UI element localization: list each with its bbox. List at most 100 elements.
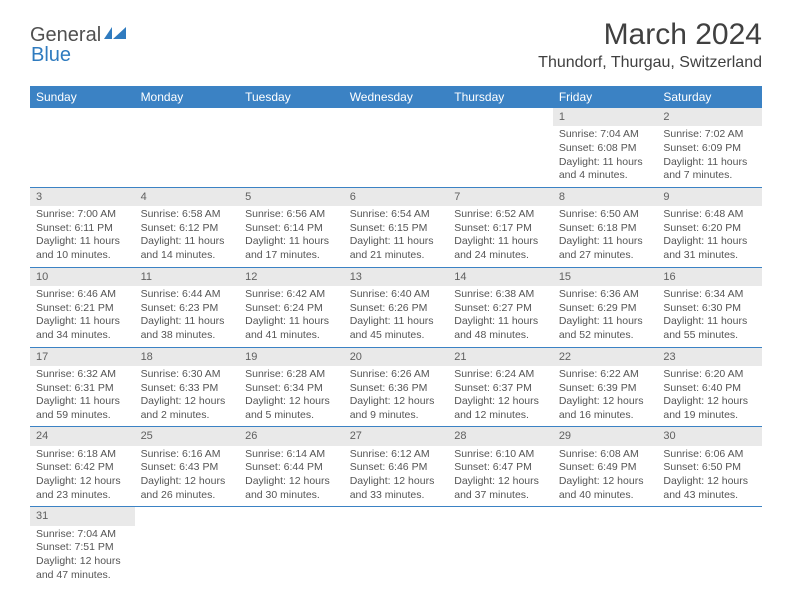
day-number-cell: 24 — [30, 427, 135, 446]
sunset-line: Sunset: 7:51 PM — [36, 541, 129, 555]
day-number-cell: 18 — [135, 347, 240, 366]
day-data-cell: Sunrise: 6:32 AMSunset: 6:31 PMDaylight:… — [30, 366, 135, 427]
day-header: Wednesday — [344, 86, 449, 108]
day-data-cell — [135, 126, 240, 187]
day-header: Monday — [135, 86, 240, 108]
day-header: Thursday — [448, 86, 553, 108]
daylight-line: Daylight: 12 hours and 9 minutes. — [350, 395, 443, 422]
day-number-row: 3456789 — [30, 187, 762, 206]
day-number-cell — [553, 507, 658, 526]
day-number-cell — [344, 507, 449, 526]
sunrise-line: Sunrise: 6:16 AM — [141, 448, 234, 462]
daylight-line: Daylight: 12 hours and 23 minutes. — [36, 475, 129, 502]
day-data-cell: Sunrise: 6:52 AMSunset: 6:17 PMDaylight:… — [448, 206, 553, 267]
sunset-line: Sunset: 6:08 PM — [559, 142, 652, 156]
day-data-cell: Sunrise: 7:02 AMSunset: 6:09 PMDaylight:… — [657, 126, 762, 187]
day-data-row: Sunrise: 7:00 AMSunset: 6:11 PMDaylight:… — [30, 206, 762, 267]
day-data-row: Sunrise: 7:04 AMSunset: 6:08 PMDaylight:… — [30, 126, 762, 187]
day-number-cell — [239, 507, 344, 526]
daylight-line: Daylight: 11 hours and 17 minutes. — [245, 235, 338, 262]
sunrise-line: Sunrise: 7:04 AM — [559, 128, 652, 142]
day-number-row: 12 — [30, 108, 762, 126]
day-number-cell: 20 — [344, 347, 449, 366]
sunrise-line: Sunrise: 6:42 AM — [245, 288, 338, 302]
day-data-cell: Sunrise: 6:30 AMSunset: 6:33 PMDaylight:… — [135, 366, 240, 427]
location: Thundorf, Thurgau, Switzerland — [538, 54, 762, 72]
daylight-line: Daylight: 11 hours and 34 minutes. — [36, 315, 129, 342]
day-data-row: Sunrise: 7:04 AMSunset: 7:51 PMDaylight:… — [30, 526, 762, 587]
sunrise-line: Sunrise: 6:20 AM — [663, 368, 756, 382]
daylight-line: Daylight: 12 hours and 33 minutes. — [350, 475, 443, 502]
sunrise-line: Sunrise: 6:10 AM — [454, 448, 547, 462]
day-data-cell: Sunrise: 6:28 AMSunset: 6:34 PMDaylight:… — [239, 366, 344, 427]
sunset-line: Sunset: 6:44 PM — [245, 461, 338, 475]
daylight-line: Daylight: 11 hours and 14 minutes. — [141, 235, 234, 262]
day-number-cell — [448, 507, 553, 526]
day-data-cell — [448, 526, 553, 587]
day-data-cell: Sunrise: 6:08 AMSunset: 6:49 PMDaylight:… — [553, 446, 658, 507]
day-number-cell: 23 — [657, 347, 762, 366]
daylight-line: Daylight: 11 hours and 41 minutes. — [245, 315, 338, 342]
day-number-cell: 19 — [239, 347, 344, 366]
title-block: March 2024 Thundorf, Thurgau, Switzerlan… — [538, 18, 762, 72]
sunset-line: Sunset: 6:11 PM — [36, 222, 129, 236]
day-number-cell: 3 — [30, 187, 135, 206]
sunrise-line: Sunrise: 6:52 AM — [454, 208, 547, 222]
sunrise-line: Sunrise: 6:26 AM — [350, 368, 443, 382]
daylight-line: Daylight: 11 hours and 7 minutes. — [663, 156, 756, 183]
day-data-row: Sunrise: 6:32 AMSunset: 6:31 PMDaylight:… — [30, 366, 762, 427]
sunset-line: Sunset: 6:21 PM — [36, 302, 129, 316]
sunset-line: Sunset: 6:18 PM — [559, 222, 652, 236]
day-data-cell: Sunrise: 6:34 AMSunset: 6:30 PMDaylight:… — [657, 286, 762, 347]
sunset-line: Sunset: 6:33 PM — [141, 382, 234, 396]
sunset-line: Sunset: 6:49 PM — [559, 461, 652, 475]
day-number-cell: 10 — [30, 267, 135, 286]
sunset-line: Sunset: 6:15 PM — [350, 222, 443, 236]
day-data-cell — [30, 126, 135, 187]
day-number-cell: 28 — [448, 427, 553, 446]
day-header: Friday — [553, 86, 658, 108]
daylight-line: Daylight: 12 hours and 12 minutes. — [454, 395, 547, 422]
sunrise-line: Sunrise: 6:18 AM — [36, 448, 129, 462]
sunrise-line: Sunrise: 6:44 AM — [141, 288, 234, 302]
sunrise-line: Sunrise: 6:46 AM — [36, 288, 129, 302]
sunrise-line: Sunrise: 6:06 AM — [663, 448, 756, 462]
daylight-line: Daylight: 11 hours and 31 minutes. — [663, 235, 756, 262]
sunrise-line: Sunrise: 6:34 AM — [663, 288, 756, 302]
day-number-cell: 14 — [448, 267, 553, 286]
sunset-line: Sunset: 6:23 PM — [141, 302, 234, 316]
day-data-cell: Sunrise: 6:48 AMSunset: 6:20 PMDaylight:… — [657, 206, 762, 267]
sunset-line: Sunset: 6:36 PM — [350, 382, 443, 396]
day-data-cell — [344, 526, 449, 587]
daylight-line: Daylight: 12 hours and 37 minutes. — [454, 475, 547, 502]
daylight-line: Daylight: 12 hours and 40 minutes. — [559, 475, 652, 502]
day-data-cell: Sunrise: 6:24 AMSunset: 6:37 PMDaylight:… — [448, 366, 553, 427]
sunrise-line: Sunrise: 6:28 AM — [245, 368, 338, 382]
day-data-cell: Sunrise: 6:44 AMSunset: 6:23 PMDaylight:… — [135, 286, 240, 347]
day-data-cell — [239, 526, 344, 587]
day-number-cell: 27 — [344, 427, 449, 446]
sunset-line: Sunset: 6:50 PM — [663, 461, 756, 475]
daylight-line: Daylight: 12 hours and 2 minutes. — [141, 395, 234, 422]
sunset-line: Sunset: 6:12 PM — [141, 222, 234, 236]
daylight-line: Daylight: 11 hours and 4 minutes. — [559, 156, 652, 183]
day-header: Tuesday — [239, 86, 344, 108]
day-data-cell: Sunrise: 6:56 AMSunset: 6:14 PMDaylight:… — [239, 206, 344, 267]
daylight-line: Daylight: 12 hours and 5 minutes. — [245, 395, 338, 422]
sunrise-line: Sunrise: 7:04 AM — [36, 528, 129, 542]
daylight-line: Daylight: 11 hours and 59 minutes. — [36, 395, 129, 422]
day-data-cell: Sunrise: 6:42 AMSunset: 6:24 PMDaylight:… — [239, 286, 344, 347]
daylight-line: Daylight: 11 hours and 21 minutes. — [350, 235, 443, 262]
sunset-line: Sunset: 6:46 PM — [350, 461, 443, 475]
day-data-cell: Sunrise: 6:06 AMSunset: 6:50 PMDaylight:… — [657, 446, 762, 507]
day-number-cell: 29 — [553, 427, 658, 446]
day-data-cell — [344, 126, 449, 187]
daylight-line: Daylight: 11 hours and 27 minutes. — [559, 235, 652, 262]
day-data-cell: Sunrise: 6:22 AMSunset: 6:39 PMDaylight:… — [553, 366, 658, 427]
day-number-cell: 26 — [239, 427, 344, 446]
sunrise-line: Sunrise: 6:50 AM — [559, 208, 652, 222]
day-number-cell: 15 — [553, 267, 658, 286]
day-header-row: SundayMondayTuesdayWednesdayThursdayFrid… — [30, 86, 762, 108]
sunrise-line: Sunrise: 6:22 AM — [559, 368, 652, 382]
sunset-line: Sunset: 6:34 PM — [245, 382, 338, 396]
